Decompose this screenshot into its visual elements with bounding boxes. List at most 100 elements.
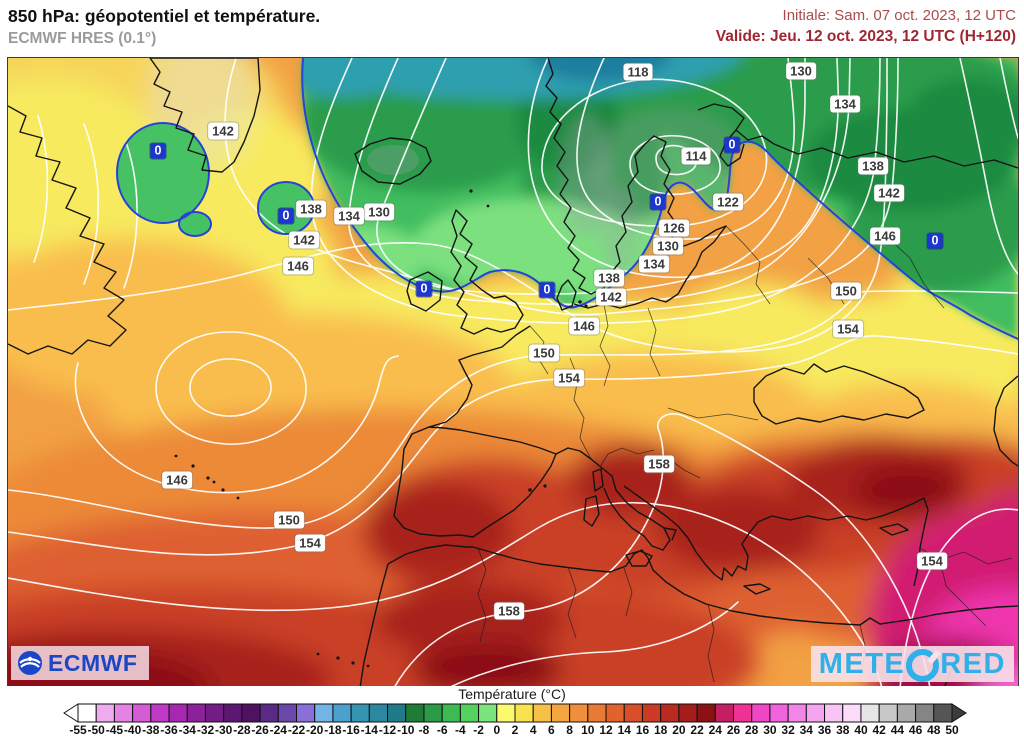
meteored-o-icon <box>906 648 940 682</box>
colorbar-tick: -24 <box>269 723 287 737</box>
colorbar-tick: -6 <box>436 723 448 737</box>
colorbar-tick: 30 <box>763 723 777 737</box>
colorbar-cell <box>241 703 261 723</box>
colorbar-tick: -8 <box>418 723 430 737</box>
header: 850 hPa: géopotentiel et température. EC… <box>0 0 1024 57</box>
colorbar-right-arrow <box>951 703 967 723</box>
colorbar-cell <box>824 703 844 723</box>
colorbar-tick: 26 <box>726 723 741 737</box>
colorbar-cell <box>368 703 389 723</box>
meteored-logo-text: METE RED <box>818 647 1006 682</box>
colorbar-tick: 24 <box>708 723 722 737</box>
colorbar-tick: 12 <box>599 723 613 737</box>
colorbar-tick: 44 <box>890 723 905 737</box>
colorbar-tick: 46 <box>908 723 923 737</box>
colorbar-cell <box>733 703 753 723</box>
colorbar-cell <box>605 703 625 723</box>
colorbar-cell <box>751 703 771 723</box>
colorbar-cell <box>314 703 334 723</box>
colorbar-tick: -4 <box>455 723 466 737</box>
colorbar-tick: 2 <box>511 723 519 737</box>
colorbar-tick: -26 <box>251 723 269 737</box>
colorbar-cell <box>805 703 826 723</box>
meteored-logo: METE RED <box>810 646 1014 682</box>
colorbar-cell <box>714 703 734 723</box>
colorbar-cell <box>132 703 152 723</box>
colorbar-cell <box>296 703 316 723</box>
colorbar-cell <box>405 703 425 723</box>
colorbar-cell <box>860 703 880 723</box>
ecmwf-logo-icon <box>18 651 42 675</box>
colorbar-tick: -34 <box>178 723 196 737</box>
colorbar-tick: 6 <box>548 723 555 737</box>
colorbar-tick: -32 <box>196 723 215 737</box>
colorbar-tick: -36 <box>160 723 178 737</box>
colorbar-cell <box>896 703 917 723</box>
colorbar-cell <box>95 703 115 723</box>
ecmwf-logo: ECMWF <box>11 646 150 680</box>
colorbar-tick: 18 <box>654 723 668 737</box>
colorbar-cell <box>641 703 662 723</box>
colorbar-tick: 34 <box>799 723 813 737</box>
colorbar-cell <box>623 703 643 723</box>
colorbar-cell <box>878 703 898 723</box>
temperature-field <box>8 58 1018 687</box>
colorbar-tick: 42 <box>872 723 886 737</box>
ecmwf-logo-text: ECMWF <box>48 649 138 676</box>
colorbar-cell <box>569 703 589 723</box>
colorbar-cell <box>77 703 97 723</box>
colorbar-footer: Température (°C) -55 -50 -45 -40 -38 -36 -34 -3… <box>0 686 1024 736</box>
coastlines <box>8 58 1018 687</box>
colorbar-cell <box>696 703 716 723</box>
page-title: 850 hPa: géopotentiel et température. <box>8 6 321 26</box>
colorbar-cell <box>514 703 534 723</box>
colorbar-left-arrow <box>63 703 79 723</box>
colorbar-tick: -14 <box>360 723 378 737</box>
colorbar-tick: -28 <box>233 723 251 737</box>
colorbar-cell <box>277 703 297 723</box>
colorbar-cell <box>496 703 516 723</box>
colorbar-cell <box>204 703 225 723</box>
colorbar <box>63 703 967 723</box>
colorbar-title: Température (°C) <box>458 686 566 702</box>
colorbar-tick: 36 <box>817 723 832 737</box>
colorbar-cell <box>113 703 134 723</box>
colorbar-tick: 32 <box>781 723 795 737</box>
colorbar-tick: -12 <box>378 723 397 737</box>
colorbar-tick: 10 <box>581 723 595 737</box>
colorbar-cell <box>550 703 571 723</box>
colorbar-cell <box>532 703 552 723</box>
colorbar-tick: 8 <box>566 723 573 737</box>
colorbar-cell <box>259 703 279 723</box>
init-time: Initiale: Sam. 07 oct. 2023, 12 UTC <box>782 7 1016 24</box>
colorbar-tick: -18 <box>324 723 342 737</box>
colorbar-cell <box>186 703 206 723</box>
colorbar-cell <box>423 703 443 723</box>
islands <box>174 189 588 668</box>
model-subtitle: ECMWF HRES (0.1°) <box>8 30 157 47</box>
colorbar-tick: 0 <box>493 723 501 737</box>
colorbar-cell <box>168 703 188 723</box>
colorbar-tick: 20 <box>672 723 686 737</box>
colorbar-cell <box>223 703 243 723</box>
colorbar-cell <box>150 703 170 723</box>
colorbar-cell <box>933 703 953 723</box>
valid-time: Valide: Jeu. 12 oct. 2023, 12 UTC (H+120… <box>715 28 1016 45</box>
colorbar-tick: -55 <box>69 723 87 737</box>
colorbar-tick: 4 <box>529 723 537 737</box>
colorbar-tick: -38 <box>142 723 160 737</box>
colorbar-tick: 50 <box>945 723 959 737</box>
colorbar-cell <box>769 703 789 723</box>
colorbar-tick: -2 <box>473 723 484 737</box>
run-times: Initiale: Sam. 07 oct. 2023, 12 UTC Vali… <box>716 6 1016 47</box>
colorbar-tick: -10 <box>397 723 415 737</box>
colorbar-tick: 14 <box>617 723 631 737</box>
colorbar-tick: -50 <box>87 723 105 737</box>
colorbar-tick: 38 <box>836 723 850 737</box>
colorbar-tick: -22 <box>287 723 306 737</box>
colorbar-tick: 22 <box>690 723 704 737</box>
colorbar-cell <box>915 703 935 723</box>
colorbar-tick: -30 <box>215 723 233 737</box>
colorbar-ticks: -55 -50 -45 -40 -38 -36 -34 -32 -30 -28 -26 -24 -22-… <box>69 723 958 737</box>
